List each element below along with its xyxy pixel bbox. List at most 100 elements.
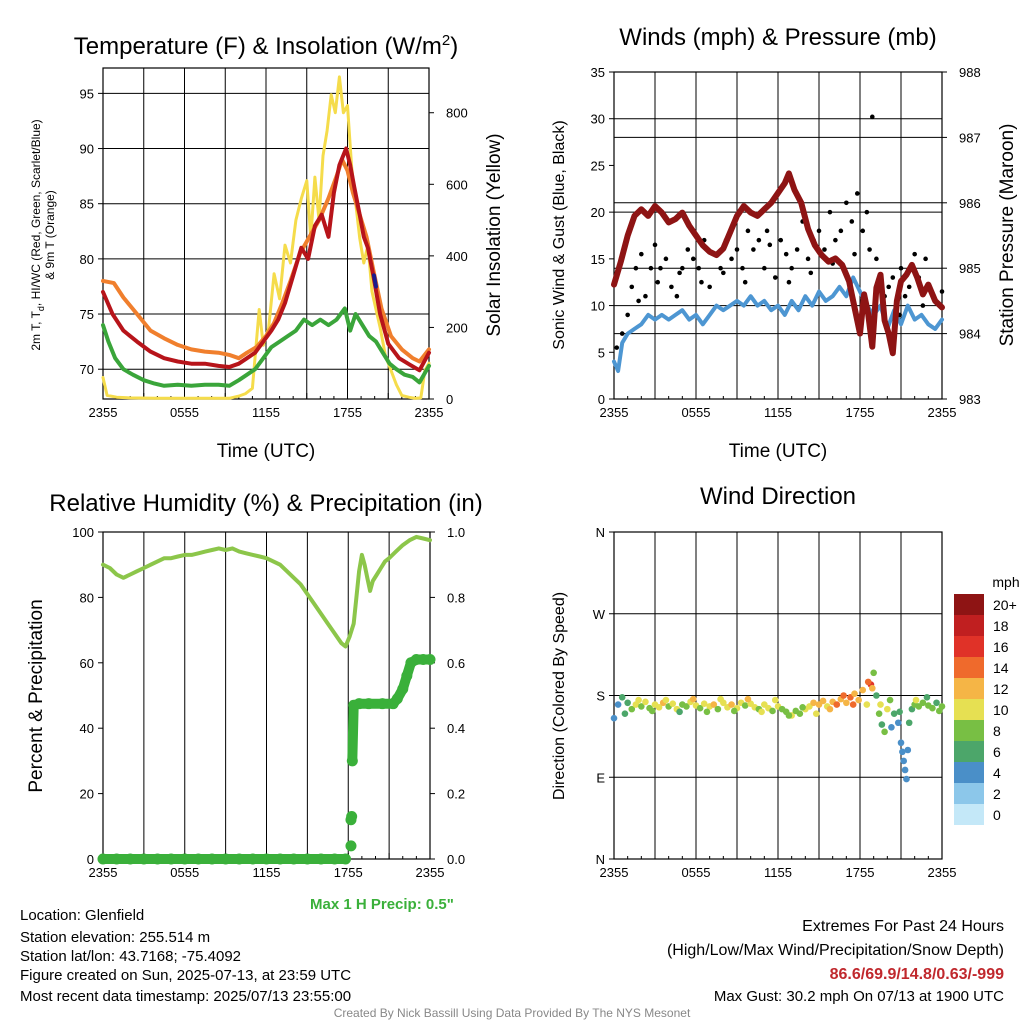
gust-point	[794, 247, 800, 252]
wind-direction-point	[935, 707, 943, 715]
x-tick-label: 2355	[89, 865, 118, 880]
station-location: Location: Glenfield	[20, 907, 145, 924]
precipitation-point	[233, 853, 245, 865]
wind-direction-point	[933, 699, 940, 707]
gust-point	[655, 279, 661, 285]
legend-label: 20+	[993, 597, 1017, 613]
precipitation-point	[346, 755, 358, 767]
legend-label: 6	[993, 744, 1001, 760]
wind-direction-point	[903, 775, 910, 783]
gust-point	[690, 256, 696, 262]
x-tick-label: 1755	[846, 405, 875, 420]
precipitation-point	[424, 654, 436, 666]
y2-tick-label: 984	[959, 327, 981, 342]
gust-point	[886, 284, 891, 290]
precipitation-point	[274, 853, 286, 865]
temperature-series-1	[101, 146, 431, 373]
wind-direction-point	[662, 696, 670, 704]
wind-direction-point	[904, 746, 912, 754]
gust-point	[805, 256, 811, 262]
wind-direction-point	[669, 700, 677, 707]
wind-direction-point	[894, 719, 902, 727]
legend-swatch	[954, 762, 984, 783]
wind-direction-point	[703, 708, 711, 716]
max-gust: Max Gust: 30.2 mph On 07/13 at 1900 UTC	[713, 988, 1004, 1005]
gust-point	[633, 265, 639, 271]
legend-swatch	[954, 678, 984, 699]
gust-point	[742, 279, 748, 285]
temperature-x-axis-label: Time (UTC)	[217, 441, 316, 462]
gust-point	[920, 303, 926, 308]
wind-direction-point	[638, 703, 645, 710]
wind-direction-point	[717, 695, 724, 703]
wind-direction-point	[642, 698, 649, 706]
legend-swatch	[954, 699, 984, 720]
gust-point	[833, 237, 838, 243]
x-tick-label: 1155	[764, 405, 792, 420]
wind-direction-point	[888, 723, 895, 731]
x-tick-label: 1155	[252, 405, 280, 420]
wind-direction-point	[683, 703, 690, 710]
wind-direction-point	[799, 704, 806, 711]
wind-direction-point	[771, 696, 779, 704]
pressure-y-axis-label: Station Pressure (Maroon)	[997, 124, 1018, 347]
precipitation-point	[329, 853, 341, 865]
y-tick-label: E	[596, 770, 605, 785]
temperature-panel-title: Temperature (F) & Insolation (W/m2)	[74, 32, 458, 60]
gust-point	[767, 242, 773, 248]
gust-point	[685, 247, 691, 252]
wind-direction-point	[610, 714, 618, 722]
station-latlon: Station lat/lon: 43.7168; -75.4092	[20, 948, 242, 965]
gust-point	[729, 256, 734, 262]
y2-tick-label: 600	[446, 177, 468, 192]
gust-point	[844, 200, 849, 206]
humidity-y-axis-label: Percent & Precipitation	[26, 599, 47, 792]
y2-tick-label: 0.2	[447, 787, 465, 802]
gust-point	[870, 114, 875, 120]
wind-direction-point	[769, 707, 776, 715]
wind-direction-point	[849, 701, 857, 708]
y2-tick-label: 985	[959, 261, 981, 276]
gust-point	[636, 298, 641, 304]
wind-direction-point	[912, 696, 920, 704]
precipitation-point	[179, 853, 191, 865]
gust-point	[658, 265, 663, 271]
precipitation-point	[247, 853, 259, 865]
gust-point	[614, 345, 620, 350]
wind-direction-point	[635, 696, 642, 704]
gust-point	[939, 289, 945, 294]
x-tick-label: 1755	[333, 405, 362, 420]
y2-tick-label: 983	[959, 392, 981, 407]
legend-swatch	[954, 657, 984, 678]
temperature-y-axis-label: 2m T, Td, HI/WC (Red, Green, Scarlet/Blu…	[29, 119, 46, 350]
wind-direction-point	[833, 701, 841, 708]
gust-point	[852, 251, 857, 257]
wind-direction-point	[901, 766, 909, 774]
precipitation-point	[220, 853, 232, 865]
wind-direction-point	[655, 704, 663, 711]
wind-direction-point	[700, 700, 708, 707]
gust-point	[864, 209, 870, 215]
wind-y-axis-label: Sonic Wind & Gust (Blue, Black)	[551, 120, 568, 349]
x-tick-label: 0555	[170, 405, 199, 420]
temperature-y-axis-label-line2: & 9m T (Orange)	[43, 190, 57, 280]
wind-direction-point	[810, 699, 817, 707]
precipitation-point	[301, 853, 313, 865]
precipitation-point	[261, 853, 272, 865]
legend-swatch	[954, 720, 984, 741]
y-tick-label: 35	[591, 65, 605, 80]
wind-direction-point	[878, 721, 886, 728]
gust-point	[772, 275, 778, 280]
x-tick-label: 2355	[600, 865, 629, 880]
credit-line: Created By Nick Bassill Using Data Provi…	[333, 1006, 691, 1020]
gust-point	[652, 242, 658, 248]
gust-point	[639, 251, 644, 257]
legend-label: 10	[993, 702, 1009, 718]
precipitation-point	[346, 810, 358, 822]
legend-label: 14	[993, 660, 1009, 676]
y-tick-label: 95	[80, 86, 94, 101]
gust-point	[827, 209, 833, 215]
precipitation-point	[376, 698, 388, 710]
wind-direction-point	[923, 694, 931, 701]
